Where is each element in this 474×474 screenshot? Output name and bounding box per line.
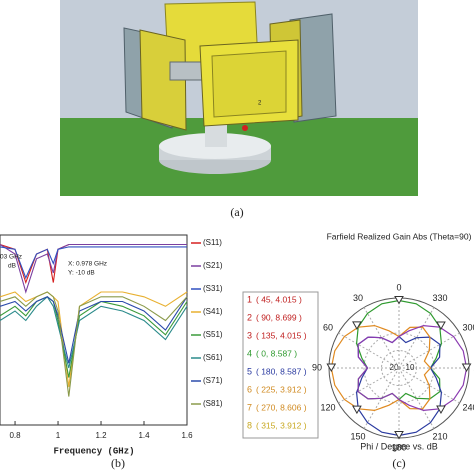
legend-label: (S81)	[203, 399, 223, 408]
series-line	[0, 295, 188, 369]
marker-number: 3	[247, 330, 252, 340]
r-tick-label: 10	[406, 363, 415, 372]
legend-label: (S71)	[203, 376, 223, 385]
marker-box	[242, 291, 319, 439]
marker-number: 2	[247, 312, 252, 322]
marker-number: 1	[247, 294, 252, 304]
caption: (a)	[230, 205, 243, 219]
x-tick-label: 1.6	[181, 431, 193, 440]
angle-tick-label: 120	[320, 402, 335, 412]
legend-label: (S41)	[203, 307, 223, 316]
marker-triangle	[436, 405, 446, 414]
angle-tick-label: 60	[323, 322, 333, 332]
angle-tick-label: 150	[350, 432, 365, 442]
feed	[242, 125, 248, 131]
angle-tick-label: 180	[391, 442, 406, 452]
series-line	[0, 296, 188, 364]
legend-label: (S31)	[203, 284, 223, 293]
marker-triangle	[394, 295, 404, 305]
angle-tick-label: 330	[432, 293, 447, 303]
annotation: 03 GHz	[0, 254, 22, 261]
angle-tick-label: 0	[396, 282, 401, 292]
chart-title: Farfield Realized Gain Abs (Theta=90)	[327, 231, 472, 241]
legend-label: (S11)	[203, 238, 222, 247]
x-tick-label: 0.8	[9, 431, 21, 440]
legend-label: (S51)	[203, 330, 223, 339]
x-axis-label: Phi / Degree vs. dB	[360, 441, 438, 451]
annotation: dB	[8, 263, 16, 270]
x-tick-label: 1	[56, 431, 61, 440]
marker-number: 4	[247, 348, 252, 358]
caption: (b)	[111, 456, 125, 470]
plot-frame	[0, 234, 188, 426]
marker-triangle	[461, 363, 472, 373]
marker-triangle	[394, 431, 404, 440]
polar-grid-ring	[363, 332, 435, 404]
render-panel: 2	[60, 0, 418, 196]
series-line	[0, 291, 188, 397]
angle-tick-label: 30	[353, 293, 363, 303]
angle-tick-label: 90	[312, 362, 322, 372]
x-tick-label: 1.4	[138, 431, 150, 440]
angle-tick-label: 240	[462, 402, 474, 412]
series-line	[0, 246, 187, 280]
marker-value: ( 135, 4.015 )	[256, 330, 307, 340]
legend-label: (S21)	[203, 261, 223, 270]
series-line	[0, 243, 187, 294]
front-inner	[211, 50, 287, 118]
series-line	[0, 291, 188, 388]
marker-number: 5	[247, 366, 252, 376]
marker-number: 8	[247, 420, 252, 430]
x-tick-label: 1.2	[95, 431, 107, 440]
marker-triangle	[436, 321, 446, 331]
left-square	[139, 29, 187, 131]
marker-value: ( 270, 8.606 )	[256, 402, 307, 412]
marker-value: ( 45, 4.015 )	[256, 294, 302, 304]
marker-triangle	[352, 405, 362, 415]
polar-line	[357, 324, 468, 412]
marker-value: ( 225, 3.912 )	[256, 384, 307, 394]
marker-number: 6	[247, 384, 252, 394]
marker-number: 7	[247, 402, 252, 412]
angle-tick-label: 300	[462, 322, 474, 332]
caption: (c)	[392, 456, 405, 470]
annotation: X: 0.978 GHz	[68, 261, 107, 268]
marker-value: ( 180, 8.587 )	[256, 366, 307, 376]
x-axis-label: Frequency (GHz)	[53, 446, 134, 456]
marker-value: ( 315, 3.912 )	[256, 420, 307, 430]
annotation: Y: -10 dB	[68, 270, 95, 277]
marker-value: ( 90, 8.699 )	[256, 312, 302, 322]
marker-value: ( 0, 8.587 )	[256, 348, 297, 358]
series-line	[0, 296, 188, 378]
marker-triangle	[352, 321, 362, 330]
antenna-label: 2	[258, 101, 262, 107]
legend-label: (S61)	[203, 353, 223, 362]
marker-triangle	[326, 363, 337, 373]
angle-tick-label: 210	[432, 432, 447, 442]
